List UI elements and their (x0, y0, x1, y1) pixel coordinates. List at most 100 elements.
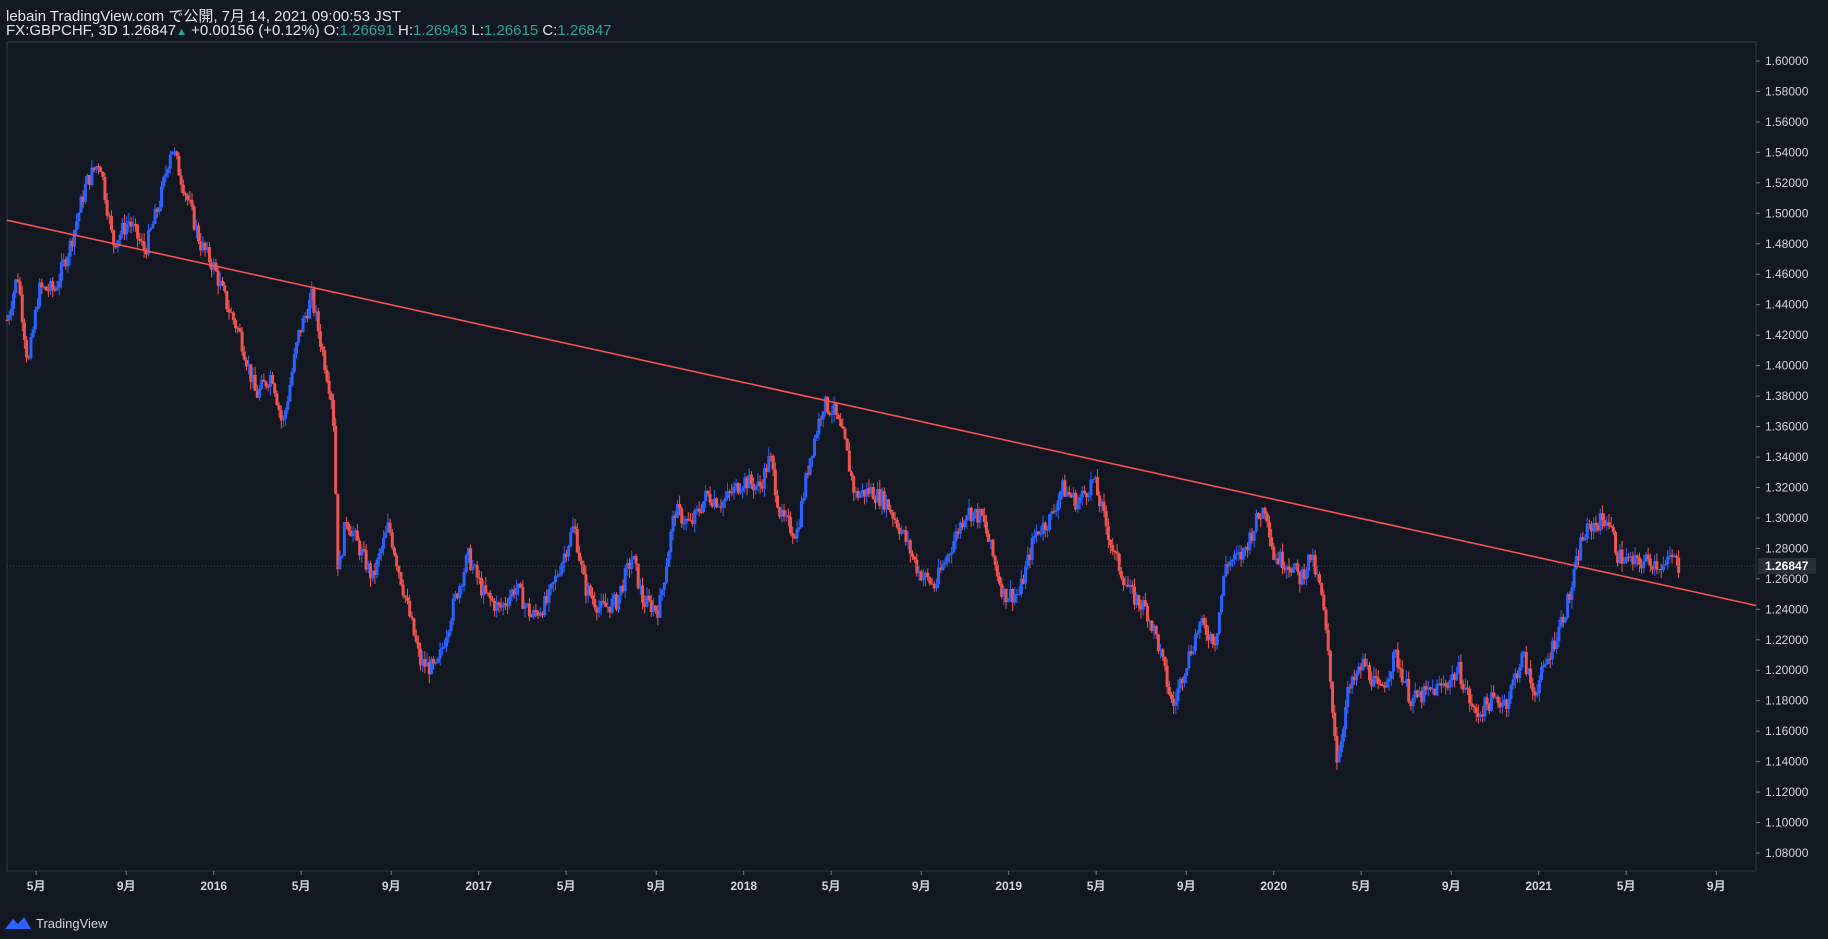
candle-body[interactable] (845, 438, 849, 451)
candle-body[interactable] (1000, 583, 1004, 597)
candle-body[interactable] (810, 455, 814, 459)
candle-body[interactable] (1102, 501, 1106, 511)
candle-body[interactable] (1287, 566, 1291, 570)
candle-body[interactable] (466, 548, 470, 556)
candle-body[interactable] (1154, 625, 1158, 635)
candle-body[interactable] (281, 418, 285, 421)
candle-body[interactable] (630, 559, 634, 569)
candle-body[interactable] (1237, 552, 1241, 554)
candle-body[interactable] (1559, 616, 1563, 627)
candle-body[interactable] (928, 577, 932, 584)
candle-body[interactable] (939, 567, 943, 570)
candle-body[interactable] (601, 601, 605, 603)
candle-body[interactable] (947, 554, 951, 556)
candle-body[interactable] (249, 364, 253, 382)
candle-body[interactable] (778, 507, 782, 517)
candle-body[interactable] (460, 585, 464, 587)
candle-body[interactable] (55, 287, 59, 290)
candle-body[interactable] (384, 531, 388, 538)
candle-body[interactable] (1311, 554, 1315, 560)
candle-body[interactable] (1226, 564, 1230, 567)
candle-body[interactable] (451, 598, 455, 621)
candle-body[interactable] (784, 515, 788, 517)
candle-body[interactable] (708, 494, 712, 503)
candle-body[interactable] (588, 585, 592, 596)
candle-body[interactable] (1080, 490, 1084, 498)
candle-body[interactable] (1422, 686, 1426, 703)
candle-body[interactable] (1161, 649, 1165, 657)
candle-body[interactable] (786, 515, 790, 518)
candle-body[interactable] (92, 167, 96, 170)
candle-body[interactable] (1185, 668, 1189, 676)
candle-body[interactable] (932, 583, 936, 589)
candle-body[interactable] (1278, 551, 1282, 565)
candle-body[interactable] (1642, 561, 1646, 569)
candle-body[interactable] (442, 646, 446, 648)
candle-body[interactable] (769, 455, 773, 457)
candle-body[interactable] (930, 583, 934, 585)
candle-body[interactable] (1614, 532, 1618, 553)
candle-body[interactable] (1137, 595, 1141, 606)
candle-body[interactable] (1468, 688, 1472, 704)
candle-body[interactable] (1487, 704, 1491, 711)
candle-body[interactable] (1570, 587, 1574, 600)
candle-body[interactable] (573, 526, 577, 529)
candle-body[interactable] (410, 616, 414, 619)
candle-body[interactable] (1391, 652, 1395, 672)
candle-body[interactable] (532, 610, 536, 617)
candle-body[interactable] (839, 418, 843, 427)
candle-body[interactable] (427, 662, 431, 675)
candle-body[interactable] (1113, 551, 1117, 553)
candle-body[interactable] (1130, 585, 1134, 587)
candle-body[interactable] (1200, 617, 1204, 622)
candle-body[interactable] (830, 414, 834, 416)
candle-body[interactable] (558, 573, 562, 576)
candle-body[interactable] (1470, 703, 1474, 707)
candle-body[interactable] (1354, 673, 1358, 681)
candle-body[interactable] (1132, 586, 1136, 605)
candle-body[interactable] (1592, 522, 1596, 532)
candle-body[interactable] (340, 555, 344, 557)
candle-body[interactable] (188, 199, 192, 201)
candle-body[interactable] (608, 606, 612, 613)
candle-body[interactable] (419, 648, 423, 666)
candle-body[interactable] (1263, 507, 1267, 514)
candle-body[interactable] (1224, 564, 1228, 577)
candle-body[interactable] (560, 562, 564, 574)
candle-body[interactable] (375, 559, 379, 576)
candle-body[interactable] (1326, 629, 1330, 651)
candle-body[interactable] (1598, 513, 1602, 531)
candle-body[interactable] (197, 225, 201, 242)
candle-body[interactable] (379, 548, 383, 554)
candle-body[interactable] (1581, 537, 1585, 541)
candle-body[interactable] (1494, 696, 1498, 698)
candle-body[interactable] (201, 242, 205, 251)
candle-body[interactable] (771, 455, 775, 470)
candle-body[interactable] (791, 532, 795, 537)
candle-body[interactable] (1348, 686, 1352, 689)
candle-body[interactable] (160, 186, 164, 208)
candle-body[interactable] (1211, 633, 1215, 645)
candle-body[interactable] (412, 618, 416, 636)
candle-body[interactable] (836, 414, 840, 419)
candle-body[interactable] (1387, 678, 1391, 682)
candle-body[interactable] (1152, 625, 1156, 631)
candle-body[interactable] (612, 594, 616, 599)
candle-body[interactable] (177, 155, 181, 176)
candle-body[interactable] (625, 563, 629, 569)
candle-body[interactable] (1405, 678, 1409, 683)
candle-body[interactable] (449, 620, 453, 632)
candle-body[interactable] (749, 474, 753, 484)
candle-body[interactable] (1674, 555, 1678, 558)
candle-body[interactable] (684, 518, 688, 524)
candle-body[interactable] (1106, 526, 1110, 541)
candle-body[interactable] (852, 476, 856, 493)
candle-body[interactable] (808, 458, 812, 475)
candle-body[interactable] (127, 221, 131, 225)
candle-body[interactable] (621, 585, 625, 592)
candle-body[interactable] (1479, 714, 1483, 717)
candle-body[interactable] (495, 602, 499, 611)
candle-body[interactable] (432, 659, 436, 664)
candle-body[interactable] (723, 498, 727, 502)
candle-body[interactable] (841, 426, 845, 429)
